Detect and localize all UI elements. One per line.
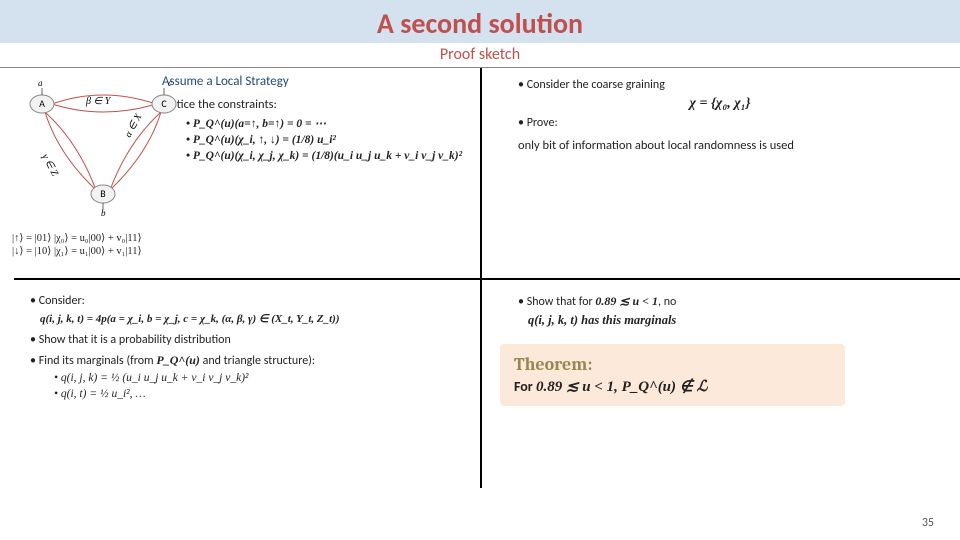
theorem-pre: For [514,378,536,395]
theorem-body: For 0.89 ≲ u < 1, P_Q^(u) ∉ ℒ [514,377,831,396]
q3-b3-pre: Find its marginals (from [39,354,157,368]
subtitle-bar: Proof sketch [0,43,960,68]
q3-bullet-2: Show that it is a probability distributi… [12,333,466,347]
quadrant-bottom-left: Consider: q(i, j, k, t) = 4p(a = χ_i, b … [12,290,466,490]
page-subtitle: Proof sketch [0,45,960,64]
q2-bullet-1: Consider the coarse graining [500,78,940,92]
q4-bullet-1: Show that for 0.89 ≲ u < 1, no [500,294,940,309]
quadrant-top-left: β ∈ Y γ ∈ Z α ∈ X A C B a c b |↑⟩ = |01⟩… [12,74,466,274]
q3-equation-1: q(i, j, k, t) = 4p(a = χ_i, b = χ_j, c =… [40,312,466,325]
q3-bullet-3: Find its marginals (from P_Q^(u) and tri… [12,353,466,368]
state-equations: |↑⟩ = |01⟩ |χ₀⟩ = u₀|00⟩ + v₀|11⟩ |↓⟩ = … [12,232,142,258]
q3-marginal-2: q(i, t) = ½ u_i², … [12,388,466,400]
notice-label: Notice the constraints: [162,97,466,112]
constraints-list: P_Q^(u)(a=↑, b=↑) = 0 = ⋯ P_Q^(u)(χ_i, ↑… [162,116,466,162]
page-number: 35 [922,516,934,530]
svg-text:a: a [38,78,43,88]
svg-text:b: b [101,208,106,218]
theorem-heading: Theorem: [514,354,831,375]
quadrant-top-right: Consider the coarse graining χ = {χ₀, χ₁… [500,74,940,274]
svg-text:α ∈ X: α ∈ X [123,111,145,139]
svg-text:γ ∈ Z: γ ∈ Z [39,152,60,178]
q4-b1-pre: Show that for [527,295,596,309]
triangle-graph: β ∈ Y γ ∈ Z α ∈ X A C B a c b [12,74,192,224]
state-eq-1: |↑⟩ = |01⟩ |χ₀⟩ = u₀|00⟩ + v₀|11⟩ [12,232,142,245]
q4-b1-post: , no [658,295,676,309]
q4-b1-math: 0.89 ≲ u < 1 [595,294,658,308]
svg-text:c: c [168,78,172,88]
content-area: β ∈ Y γ ∈ Z α ∈ X A C B a c b |↑⟩ = |01⟩… [0,68,960,508]
constraint-2: P_Q^(u)(χ_i, ↑, ↓) = (1/8) u_i² [162,134,466,146]
q3-b3-post: and triangle structure): [200,354,315,368]
q3-bullet-1: Consider: [12,294,466,308]
quadrant-bottom-right: Show that for 0.89 ≲ u < 1, no q(i, j, k… [500,290,940,490]
theorem-math: 0.89 ≲ u < 1, P_Q^(u) ∉ ℒ [536,379,707,395]
q3-marginal-1: q(i, j, k) = ½ (u_i u_j u_k + v_i v_j v_… [12,372,466,384]
constraint-3: P_Q^(u)(χ_i, χ_j, χ_k) = (1/8)(u_i u_j u… [162,150,466,162]
local-strategy-heading: Assume a Local Strategy [162,74,466,89]
svg-text:A: A [39,97,45,110]
svg-text:β ∈ Y: β ∈ Y [85,96,112,107]
q2-note: only bit of information about local rand… [518,138,934,153]
svg-text:C: C [161,97,167,110]
q4-b1-line2: q(i, j, k, t) has this marginals [528,313,940,328]
q2-equation-1: χ = {χ₀, χ₁} [500,96,940,112]
q3-b3-math: P_Q^(u) [156,353,200,367]
constraint-1: P_Q^(u)(a=↑, b=↑) = 0 = ⋯ [162,116,466,130]
state-eq-2: |↓⟩ = |10⟩ |χ₁⟩ = u₁|00⟩ + v₁|11⟩ [12,245,142,258]
q2-bullet-2: Prove: [500,116,940,130]
divider-horizontal [14,278,960,280]
theorem-box: Theorem: For 0.89 ≲ u < 1, P_Q^(u) ∉ ℒ [500,344,845,406]
svg-text:B: B [100,187,106,200]
page-title: A second solution [0,6,960,41]
title-bar: A second solution [0,0,960,43]
